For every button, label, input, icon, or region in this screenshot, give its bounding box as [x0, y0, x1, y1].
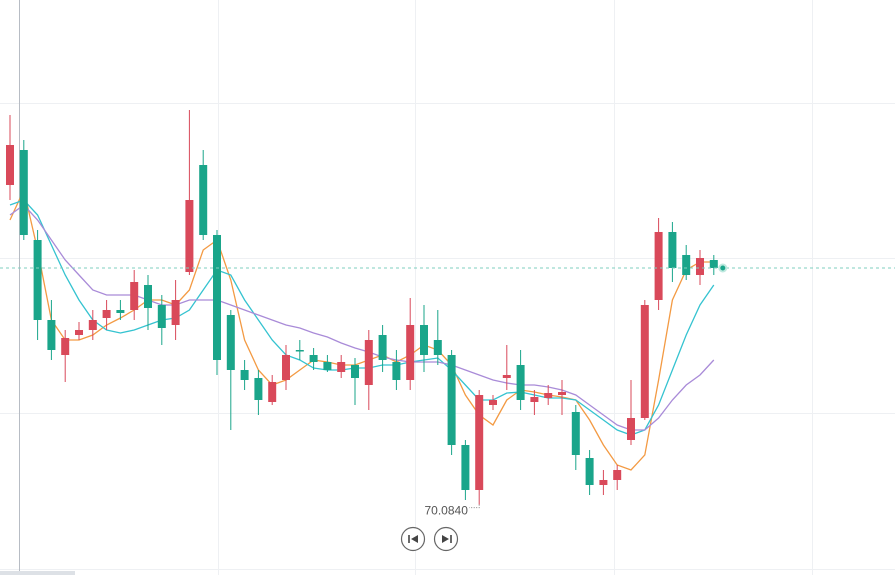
icon: [411, 535, 418, 543]
candle-body: [668, 232, 677, 268]
candle-body: [544, 393, 553, 398]
last-price-dot: [718, 263, 728, 273]
candle-body: [461, 445, 470, 490]
candle-body: [709, 260, 718, 268]
low-label: 70.0840: [425, 504, 469, 518]
candle-body: [558, 392, 566, 395]
candle-body: [364, 340, 373, 385]
candle-body: [61, 338, 70, 355]
candle-body: [682, 255, 691, 275]
candle-body: [295, 350, 304, 352]
candle-body: [47, 320, 56, 350]
candle-body: [19, 150, 28, 235]
candle-body: [171, 300, 180, 325]
candle-body: [420, 325, 428, 355]
candle-body: [502, 375, 511, 378]
candle-body: [144, 285, 152, 308]
candle-body: [130, 282, 139, 310]
candle-body: [75, 330, 83, 335]
candle-body: [337, 362, 346, 372]
candle-body: [254, 378, 263, 400]
candle-body: [309, 355, 318, 362]
prev-button[interactable]: [400, 526, 426, 552]
ma-line: [9, 187, 714, 471]
candle-body: [654, 232, 663, 300]
candle-body: [33, 240, 42, 320]
ma-line: [9, 199, 715, 436]
next-button[interactable]: [433, 526, 459, 552]
candle-body: [640, 305, 649, 418]
candle-body: [102, 310, 111, 318]
candle-body: [6, 145, 14, 185]
candle-body: [185, 200, 194, 272]
candle-body: [406, 325, 415, 380]
candle-body: [433, 340, 442, 355]
candle-body: [116, 310, 125, 313]
plot-area: [0, 110, 895, 509]
ma-line: [9, 204, 715, 431]
candle-body: [351, 365, 359, 378]
candle-body: [240, 370, 249, 380]
candle-body: [213, 235, 221, 360]
candle-body: [530, 397, 539, 402]
candle-body: [268, 382, 277, 402]
candle-body: [475, 395, 484, 490]
candle-body: [696, 258, 704, 275]
candle-body: [157, 305, 166, 328]
candle-body: [282, 355, 290, 380]
candle-body: [199, 165, 208, 235]
candle-body: [599, 480, 608, 485]
candle-body: [627, 418, 635, 440]
low-leader: [469, 504, 480, 509]
scrollbar: [0, 571, 75, 575]
candle-body: [489, 400, 497, 405]
candle-body: [378, 335, 387, 360]
candle-body: [447, 355, 456, 445]
candle-body: [571, 412, 580, 455]
candle-body: [516, 365, 525, 400]
icon: [442, 535, 449, 543]
candle-body: [226, 315, 235, 370]
candle-body: [613, 470, 622, 480]
candle-body: [392, 362, 401, 380]
candle-body: [88, 320, 97, 330]
candle-body: [585, 458, 594, 485]
candle-body: [323, 362, 332, 370]
